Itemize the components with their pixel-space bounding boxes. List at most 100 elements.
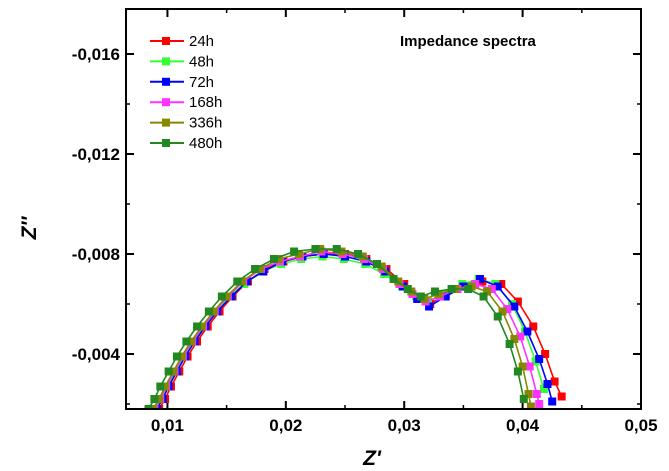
- data-point: [525, 362, 534, 371]
- data-point: [529, 322, 538, 331]
- x-tick-label: 0,03: [388, 416, 421, 435]
- data-point: [332, 245, 341, 253]
- data-point: [483, 287, 492, 296]
- legend-swatch-marker: [162, 139, 170, 147]
- data-point: [479, 292, 488, 301]
- data-point: [539, 385, 548, 393]
- data-point: [487, 285, 496, 293]
- y-tick-label: -0,008: [72, 245, 120, 264]
- data-point: [535, 355, 544, 363]
- legend-swatch-marker: [162, 57, 170, 66]
- legend-item: 48h: [150, 53, 214, 70]
- data-point: [354, 250, 363, 258]
- series-line: [147, 248, 525, 409]
- legend-label: 48h: [189, 53, 214, 70]
- data-point: [550, 377, 559, 386]
- data-point: [475, 275, 484, 283]
- legend-swatch-marker: [162, 77, 170, 86]
- data-point: [535, 400, 544, 408]
- legend-swatch-marker: [162, 118, 170, 127]
- chart-annotation: Impedance spectra: [400, 33, 537, 50]
- data-point: [519, 395, 528, 403]
- legend-item: 168h: [150, 94, 222, 111]
- data-point: [172, 352, 181, 361]
- data-point: [557, 392, 566, 401]
- data-point: [156, 382, 165, 391]
- data-point: [255, 265, 264, 273]
- data-point: [269, 255, 278, 263]
- legend-swatch-marker: [162, 98, 170, 107]
- data-point: [523, 327, 532, 336]
- data-point: [169, 367, 178, 376]
- data-point: [155, 395, 164, 403]
- data-point: [459, 282, 468, 291]
- series-480h: [144, 245, 528, 409]
- data-point: [416, 292, 425, 301]
- data-point: [493, 312, 502, 321]
- series-line: [156, 253, 553, 409]
- data-point: [510, 335, 519, 343]
- data-point: [505, 340, 514, 348]
- data-point: [516, 332, 525, 341]
- data-point: [222, 292, 231, 301]
- legend-label: 336h: [189, 115, 222, 132]
- data-point: [251, 265, 260, 273]
- data-point: [238, 277, 247, 286]
- legend-label: 480h: [189, 135, 222, 152]
- y-tick-label: -0,012: [72, 145, 120, 164]
- data-point: [193, 322, 202, 331]
- x-tick-label: 0,01: [151, 416, 184, 435]
- data-point: [389, 275, 398, 283]
- data-point: [177, 352, 186, 361]
- data-point: [493, 282, 502, 291]
- series-line: [158, 253, 563, 409]
- y-tick-label: -0,016: [72, 45, 120, 64]
- data-point: [498, 307, 507, 316]
- data-point: [532, 390, 541, 398]
- data-point: [541, 350, 550, 358]
- series-72h: [152, 250, 557, 409]
- data-point: [149, 405, 158, 409]
- data-point: [274, 255, 283, 263]
- data-point: [403, 285, 412, 293]
- y-tick-label: -0,004: [72, 345, 121, 364]
- x-tick-label: 0,04: [506, 416, 540, 435]
- data-point: [187, 337, 196, 346]
- data-point: [337, 247, 346, 256]
- data-point: [524, 390, 533, 398]
- data-point: [543, 380, 552, 388]
- data-point: [513, 367, 522, 376]
- legend-label: 168h: [189, 94, 222, 111]
- data-point: [204, 307, 213, 316]
- legend-swatch-marker: [162, 37, 170, 45]
- data-point: [503, 305, 512, 313]
- data-point: [209, 307, 218, 316]
- data-point: [290, 247, 299, 256]
- data-point: [377, 262, 386, 271]
- data-point: [182, 337, 191, 346]
- data-point: [197, 322, 206, 331]
- x-axis-label: Z': [362, 447, 382, 470]
- legend: 24h 48h 72h 168h 336h 480h: [150, 33, 222, 152]
- data-point: [526, 402, 535, 409]
- data-point: [372, 260, 381, 268]
- x-tick-label: 0,02: [269, 416, 302, 435]
- series-48h: [151, 252, 548, 409]
- y-axis-label: Z'': [18, 216, 41, 241]
- data-point: [447, 285, 456, 293]
- data-point: [464, 285, 473, 293]
- data-point: [217, 292, 226, 301]
- data-point: [441, 292, 450, 301]
- plot-frame: [125, 8, 642, 410]
- legend-item: 336h: [150, 115, 222, 132]
- data-point: [150, 395, 159, 403]
- data-point: [431, 287, 439, 296]
- x-tick-label: 0,05: [624, 416, 657, 435]
- data-point: [144, 405, 153, 409]
- legend-item: 72h: [150, 74, 214, 91]
- data-point: [425, 302, 434, 311]
- legend-label: 24h: [189, 33, 214, 50]
- data-point: [233, 277, 242, 286]
- data-point: [161, 382, 170, 391]
